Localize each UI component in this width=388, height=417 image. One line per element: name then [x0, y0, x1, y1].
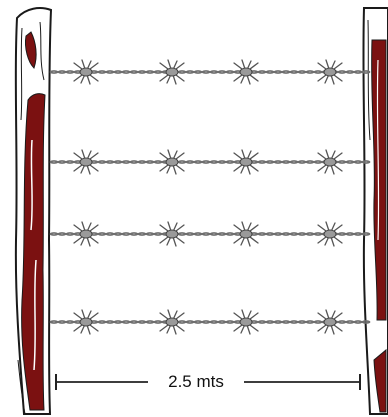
dimension-line	[55, 374, 361, 390]
left-post	[14, 7, 53, 415]
barb-icon	[317, 59, 343, 85]
barb-icon	[73, 221, 99, 247]
barb-icon	[317, 309, 343, 335]
wire-strand	[49, 149, 371, 175]
barb-icon	[73, 309, 99, 335]
barb-icon	[73, 59, 99, 85]
barb-icon	[159, 59, 185, 85]
barb-icon	[233, 149, 259, 175]
barb-icon	[159, 309, 185, 335]
wire-strand	[49, 309, 371, 335]
barb-icon	[233, 309, 259, 335]
barbed-wires	[49, 59, 371, 335]
wire-strand	[49, 59, 371, 85]
barb-icon	[159, 221, 185, 247]
barb-icon	[233, 59, 259, 85]
barb-icon	[317, 149, 343, 175]
barb-icon	[233, 221, 259, 247]
barb-icon	[159, 149, 185, 175]
dimension-label: 2.5 mts	[150, 371, 242, 393]
wire-strand	[49, 221, 371, 247]
barb-icon	[317, 221, 343, 247]
barb-icon	[73, 149, 99, 175]
right-post	[362, 7, 388, 415]
